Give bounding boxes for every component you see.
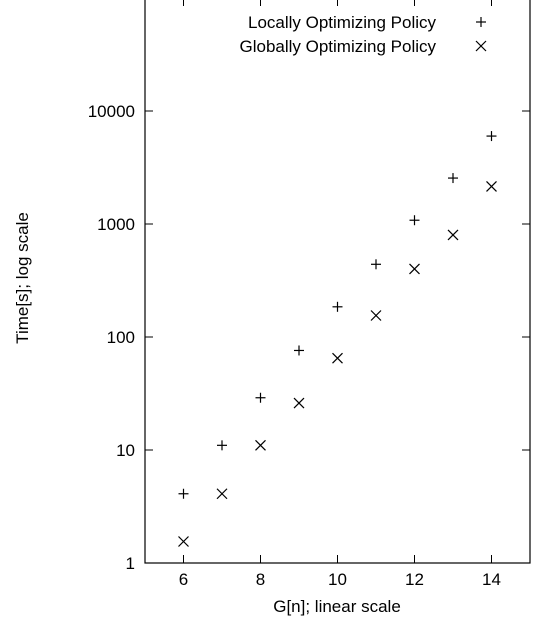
x-tick-label: 14 <box>482 570 501 589</box>
data-point-series-0 <box>332 301 343 312</box>
cross-marker-b <box>255 439 266 451</box>
cross-marker-b <box>409 263 420 275</box>
cross-marker-b <box>370 310 382 321</box>
data-points <box>178 131 497 547</box>
data-point-series-0 <box>409 215 420 226</box>
y-tick-label: 100 <box>107 328 135 347</box>
cross-marker-b <box>216 488 228 500</box>
x-axis: 6 8 10 12 14 <box>179 0 501 589</box>
y-tick-label: 10 <box>116 441 135 460</box>
plot-frame <box>144 0 531 564</box>
legend-marker <box>476 17 486 27</box>
legend: Locally Optimizing Policy Globally Optimi… <box>239 13 487 56</box>
data-point-series-0 <box>448 173 458 184</box>
x-tick-label: 10 <box>328 570 347 589</box>
x-tick-label: 6 <box>179 570 188 589</box>
data-point-series-0 <box>178 488 189 499</box>
data-point-series-0 <box>294 345 304 356</box>
cross-marker-b <box>447 229 459 241</box>
cross-marker-b <box>332 352 343 364</box>
data-point-series-1 <box>293 397 305 409</box>
cross-marker-b <box>178 536 189 547</box>
y-tick-label: 10000 <box>88 102 135 121</box>
y-tick-label: 1000 <box>97 215 135 234</box>
x-tick-label: 8 <box>256 570 265 589</box>
data-point-series-1 <box>486 181 497 192</box>
data-point-series-0 <box>486 131 497 142</box>
legend-label: Locally Optimizing Policy <box>248 13 437 32</box>
data-point-series-1 <box>178 536 189 547</box>
data-point-series-1 <box>216 488 228 500</box>
legend-marker <box>475 40 487 52</box>
x-tick-label: 12 <box>405 570 424 589</box>
legend-label: Globally Optimizing Policy <box>239 37 436 56</box>
cross-marker-b <box>475 40 487 52</box>
data-point-series-1 <box>332 352 343 364</box>
x-axis-label: G[n]; linear scale <box>273 597 401 616</box>
cross-marker-b <box>486 181 497 192</box>
data-point-series-0 <box>255 392 266 403</box>
data-point-series-1 <box>370 310 382 321</box>
y-axis-label: Time[s]; log scale <box>13 212 32 344</box>
data-point-series-1 <box>409 263 420 275</box>
data-point-series-0 <box>371 259 381 270</box>
data-point-series-1 <box>447 229 459 241</box>
y-tick-label: 1 <box>126 554 135 573</box>
data-point-series-1 <box>255 439 266 451</box>
cross-marker-b <box>293 397 305 409</box>
data-point-series-0 <box>217 440 227 451</box>
y-axis: 1 10 100 1000 10000 <box>88 102 530 573</box>
